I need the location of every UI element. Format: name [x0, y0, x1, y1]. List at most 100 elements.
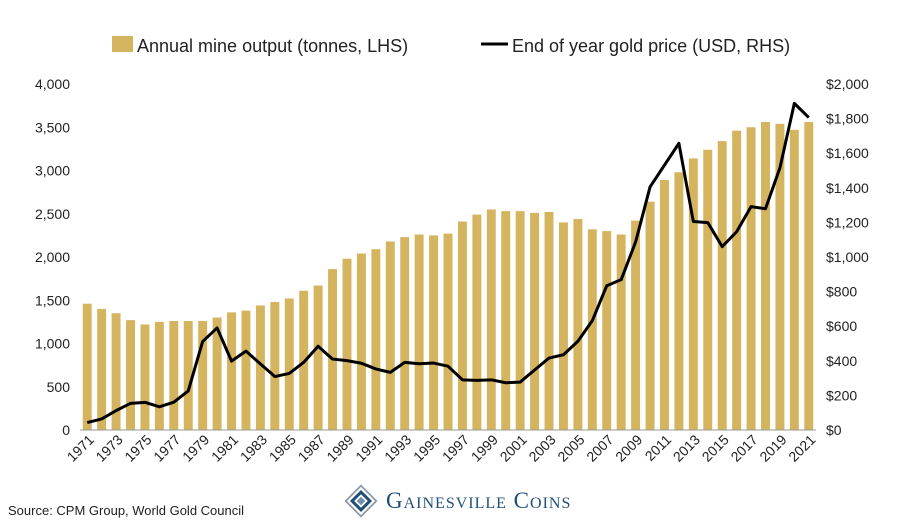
y-right-tick-label: $1,200	[826, 214, 869, 230]
bar-2018	[761, 122, 770, 430]
x-tick-label: 1993	[381, 431, 414, 464]
y-left-tick-label: 2,000	[35, 249, 70, 265]
x-tick-label: 2019	[756, 431, 789, 464]
y-left-tick-label: 1,500	[35, 292, 70, 308]
x-tick-label: 1983	[237, 431, 270, 464]
gainesville-logo-icon	[344, 484, 378, 518]
source-note: Source: CPM Group, World Gold Council	[8, 503, 245, 518]
bar-1973	[111, 313, 121, 430]
x-tick-label: 2005	[554, 431, 587, 464]
bar-2001	[515, 211, 525, 430]
x-tick-label: 2013	[670, 431, 703, 464]
y-right-tick-label: $800	[826, 284, 857, 300]
x-tick-label: 2007	[583, 431, 616, 464]
bar-1977	[169, 321, 179, 430]
bar-1999	[486, 209, 496, 430]
gold-price-line	[86, 101, 810, 425]
x-tick-label: 1981	[208, 431, 241, 464]
x-tick-label: 1999	[468, 431, 501, 464]
x-tick-label: 1985	[266, 431, 299, 464]
bar-1976	[154, 321, 164, 431]
brand-logo: Gainesville Coins	[344, 484, 571, 518]
bar-2000	[501, 211, 511, 430]
bar-2009	[631, 220, 641, 430]
y-right-tick-label: $600	[826, 318, 857, 334]
y-left-tick-label: 3,500	[35, 119, 70, 135]
bar-1994	[414, 234, 424, 430]
bar-2021	[804, 122, 814, 430]
bar-1992	[385, 241, 395, 430]
y-left-tick-label: 500	[47, 379, 71, 395]
bar-1984	[270, 301, 280, 430]
y-left-tick-label: 4,000	[35, 76, 70, 92]
x-tick-label: 1979	[179, 431, 212, 464]
bar-2003	[544, 212, 554, 430]
legend-label-mine-output: Annual mine output (tonnes, LHS)	[137, 36, 408, 56]
y-left-tick-label: 3,000	[35, 163, 70, 179]
x-tick-label: 1989	[323, 431, 356, 464]
bar-2015	[717, 141, 727, 430]
bar-1980	[212, 317, 222, 430]
x-tick-label: 1997	[439, 431, 472, 464]
bar-2017	[746, 127, 756, 430]
bar-2012	[674, 172, 684, 431]
bar-1975	[140, 324, 150, 430]
bar-1987	[313, 285, 323, 430]
x-tick-label: 2001	[497, 431, 530, 464]
x-tick-label: 1987	[295, 431, 328, 464]
bar-1983	[255, 305, 265, 430]
x-tick-label: 1975	[121, 431, 154, 464]
bar-1985	[284, 298, 294, 430]
bar-1991	[371, 249, 381, 430]
y-right-tick-label: $1,000	[826, 249, 869, 265]
legend-swatch-mine-output	[112, 36, 133, 52]
bar-2007	[602, 231, 612, 430]
bar-1982	[241, 310, 251, 430]
bar-2010	[645, 201, 655, 430]
bar-1997	[457, 221, 467, 430]
bar-2006	[587, 229, 597, 430]
bar-2002	[530, 212, 540, 430]
bar-1981	[227, 312, 237, 430]
y-right-tick-label: $1,600	[826, 145, 869, 161]
y-left-tick-label: 1,000	[35, 336, 70, 352]
x-tick-label: 2021	[785, 431, 818, 464]
bar-1989	[342, 258, 352, 430]
bar-series	[82, 122, 814, 431]
bar-2005	[573, 218, 583, 430]
bar-1971	[82, 303, 92, 430]
x-tick-label: 2017	[727, 431, 760, 464]
bar-1993	[400, 237, 410, 430]
x-axis: 1971197319751977197919811983198519871989…	[64, 431, 819, 464]
bar-1978	[183, 321, 193, 430]
x-tick-label: 1977	[150, 431, 183, 464]
x-tick-label: 2015	[699, 431, 732, 464]
x-tick-label: 2011	[642, 431, 675, 464]
y-left-tick-label: 0	[62, 422, 70, 438]
bar-2004	[558, 222, 568, 430]
y-axis-left: 0 500 1,000 1,500 2,000 2,500 3,000 3,500 4,000	[35, 76, 70, 438]
x-tick-label: 1995	[410, 431, 443, 464]
bar-2013	[688, 158, 698, 430]
y-right-tick-label: $200	[826, 387, 857, 403]
bar-1995	[429, 235, 439, 431]
chart-legend: Annual mine output (tonnes, LHS) End of …	[112, 36, 790, 56]
brand-name: Gainesville Coins	[386, 488, 572, 513]
x-tick-label: 1973	[92, 431, 125, 464]
bar-2016	[732, 130, 742, 430]
x-tick-label: 2009	[612, 431, 645, 464]
legend-label-gold-price: End of year gold price (USD, RHS)	[512, 36, 790, 56]
y-right-tick-label: $0	[826, 422, 842, 438]
y-right-tick-label: $1,800	[826, 111, 869, 127]
y-axis-right: $0 $200 $400 $600 $800 $1,000 $1,200 $1,400 $1,6…	[826, 76, 869, 438]
y-right-tick-label: $1,400	[826, 180, 869, 196]
bar-1998	[472, 214, 482, 430]
y-left-tick-label: 2,500	[35, 206, 70, 222]
bar-1988	[328, 269, 338, 430]
bar-1990	[356, 253, 366, 430]
bar-1974	[126, 320, 135, 430]
bar-1996	[443, 233, 453, 430]
bar-2008	[616, 234, 626, 430]
x-tick-label: 2003	[525, 431, 558, 464]
y-right-tick-label: $2,000	[826, 76, 869, 92]
